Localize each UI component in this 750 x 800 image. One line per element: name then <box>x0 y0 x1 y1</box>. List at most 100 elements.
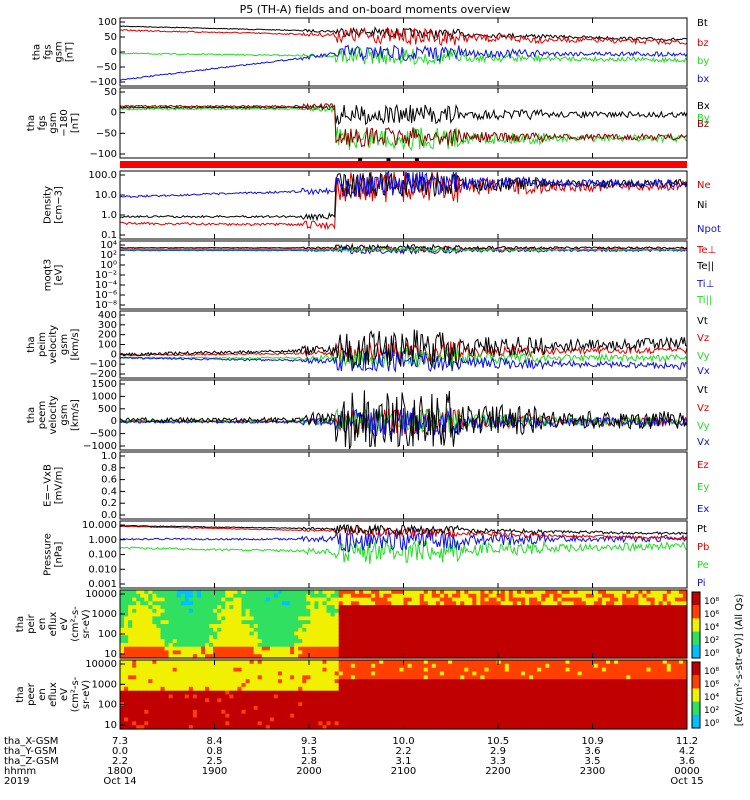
spectrogram-cell <box>557 725 562 730</box>
spectrogram-cell <box>577 698 583 703</box>
spectrogram-cell <box>650 654 656 659</box>
spectrogram-cell <box>314 608 319 614</box>
spectrogram-cell <box>132 590 137 595</box>
spectrogram-cell <box>253 683 259 688</box>
spectrogram-cell <box>622 620 627 625</box>
spectrogram-cell <box>120 679 125 684</box>
spectrogram-cell <box>650 605 656 610</box>
spectrogram-cell <box>164 706 170 711</box>
spectrogram-cell <box>318 593 323 599</box>
spectrogram-cell <box>342 639 348 644</box>
spectrogram-cell <box>569 667 575 673</box>
spectrogram-cell <box>492 608 498 614</box>
spectrogram-cell <box>602 660 607 665</box>
spectrogram-cell <box>318 601 323 606</box>
spectrogram-cell <box>508 709 514 715</box>
spectrogram-cell <box>257 654 263 659</box>
spectrogram-cell <box>666 624 672 629</box>
spectrogram-cell <box>298 709 303 715</box>
spectrogram-cell <box>269 635 275 640</box>
spectrogram-cell <box>670 642 676 648</box>
spectrogram-cell <box>164 717 170 722</box>
spectrogram-cell <box>682 654 688 659</box>
spectrogram-cell <box>508 683 514 688</box>
spectrogram-cell <box>504 650 510 655</box>
spectrogram-cell <box>407 725 413 730</box>
spectrogram-cell <box>330 654 336 659</box>
spectrogram-cell <box>626 635 631 640</box>
spectrogram-cell <box>415 717 421 722</box>
spectrogram-cell <box>484 663 490 669</box>
spectrogram-cell <box>678 635 684 640</box>
spectrogram-cell <box>593 671 599 676</box>
spectrogram-cell <box>678 654 684 659</box>
spectrogram-cell <box>614 620 619 625</box>
spectrogram-cell <box>561 702 567 707</box>
spectrogram-cell <box>472 650 477 655</box>
spectrogram-cell <box>496 612 502 618</box>
spectrogram-cell <box>480 675 485 680</box>
spectrogram-cell <box>504 590 510 595</box>
spectrogram-cell <box>136 690 141 696</box>
spectrogram-cell <box>508 612 514 618</box>
spectrogram-cell <box>460 631 465 636</box>
spectrogram-cell <box>277 706 283 711</box>
spectrogram-cell <box>488 717 494 722</box>
spectrogram-cell <box>310 706 315 711</box>
spectrogram-cell <box>452 593 457 599</box>
spectrogram-cell <box>419 624 425 629</box>
spectrogram-cell <box>435 590 441 595</box>
spectrogram-cell <box>448 713 453 719</box>
spectrogram-cell <box>286 660 291 665</box>
y-axis-label: [nT] <box>70 113 81 133</box>
spectrogram-cell <box>573 650 579 655</box>
spectrogram-cell <box>399 646 404 652</box>
spectrogram-cell <box>516 601 522 606</box>
spectrogram-cell <box>500 620 506 625</box>
spectrogram-cell <box>132 612 137 618</box>
spectrogram-cell <box>444 605 449 610</box>
spectrogram-cell <box>464 686 469 692</box>
spectrogram-cell <box>549 721 554 726</box>
spectrogram-cell <box>529 679 534 684</box>
spectrogram-cell <box>132 624 137 629</box>
spectrogram-cell <box>290 593 295 599</box>
spectrogram-cell <box>342 593 348 599</box>
spectrogram-cell <box>464 631 469 636</box>
spectrogram-cell <box>565 654 571 659</box>
spectrogram-cell <box>654 654 660 659</box>
spectrogram-cell <box>403 601 409 606</box>
spectrogram-cell <box>472 717 477 722</box>
spectrogram-cell <box>124 694 129 699</box>
spectrogram-cell <box>225 620 230 625</box>
spectrogram-cell <box>472 646 477 652</box>
spectrogram-cell <box>456 709 461 715</box>
spectrogram-cell <box>306 631 311 636</box>
spectrogram-cell <box>350 620 356 625</box>
spectrogram-cell <box>132 620 137 625</box>
spectrogram-cell <box>261 612 267 618</box>
spectrogram-cell <box>427 675 433 680</box>
spectrogram-cell <box>537 690 542 696</box>
ytick-label: 0.6 <box>101 475 117 486</box>
spectrogram-cell <box>439 590 445 595</box>
y-axis-label: peir <box>26 613 37 633</box>
spectrogram-cell <box>375 635 380 640</box>
spectrogram-cell <box>427 612 433 618</box>
spectrogram-cell <box>545 709 550 715</box>
spectrogram-cell <box>144 631 149 636</box>
spectrogram-cell <box>375 679 380 684</box>
spectrogram-cell <box>132 717 137 722</box>
ytick-label: 10.000 <box>82 520 117 531</box>
spectrogram-cell <box>670 597 676 602</box>
spectrogram-cell <box>229 679 234 684</box>
spectrogram-cell <box>533 706 538 711</box>
spectrogram-cell <box>322 709 328 715</box>
spectrogram-cell <box>411 671 417 676</box>
spectrogram-cell <box>302 706 307 711</box>
spectrogram-cell <box>512 631 518 636</box>
spectrogram-cell <box>585 663 591 669</box>
spectrogram-cell <box>456 690 461 696</box>
spectrogram-cell <box>533 713 538 719</box>
spectrogram-cell <box>387 713 392 719</box>
